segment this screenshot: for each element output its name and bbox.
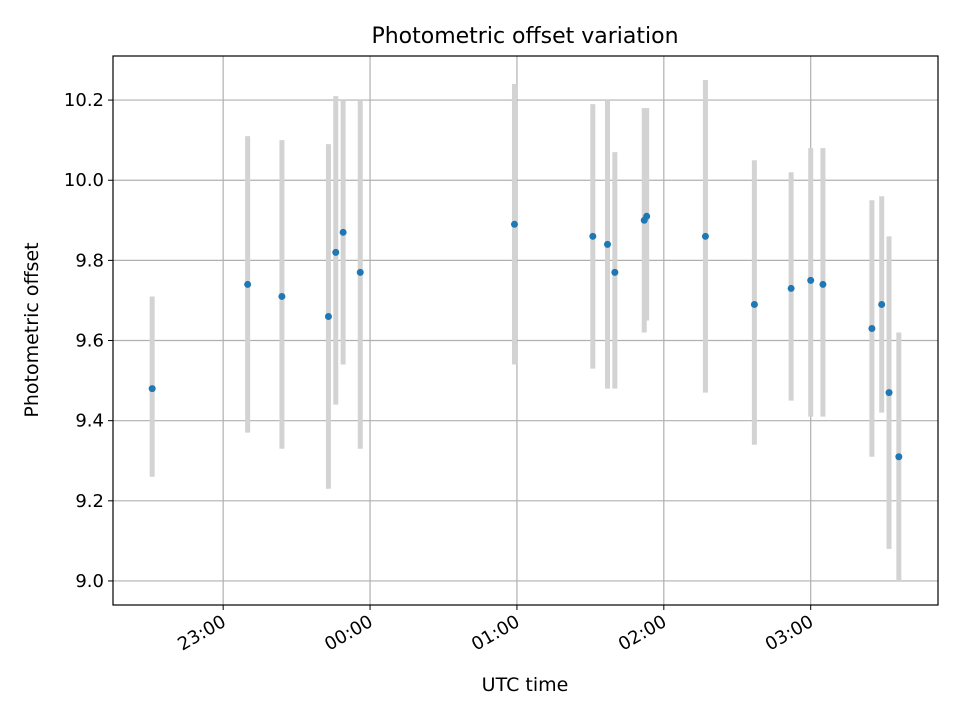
data-point [510, 220, 518, 228]
chart-title: Photometric offset variation [371, 24, 678, 49]
data-point [701, 232, 709, 240]
data-point [819, 280, 827, 288]
y-tick-label: 9.2 [75, 491, 104, 512]
plot-frame [112, 55, 939, 606]
y-axis-label: Photometric offset [21, 242, 43, 417]
data-point [868, 324, 876, 332]
data-point [244, 280, 252, 288]
y-tick-label: 9.0 [75, 571, 104, 592]
y-tick-label: 9.4 [75, 411, 104, 432]
data-points [148, 212, 903, 461]
data-point [895, 453, 903, 461]
y-axis-ticks: 9.0 9.2 9.4 9.6 9.8 10.0 10.2 [64, 90, 113, 592]
data-point [643, 212, 651, 220]
y-tick-label: 9.8 [75, 250, 104, 271]
data-point [604, 240, 612, 248]
data-point [611, 268, 619, 276]
data-point [787, 284, 795, 292]
y-tick-label: 10.2 [64, 90, 104, 111]
data-point [332, 248, 340, 256]
data-point [878, 300, 886, 308]
data-point [885, 389, 893, 397]
y-tick-label: 10.0 [64, 170, 104, 191]
data-point [339, 228, 347, 236]
x-axis-label: UTC time [482, 674, 569, 696]
data-point [278, 292, 286, 300]
data-point [807, 276, 815, 284]
data-point [750, 300, 758, 308]
y-tick-label: 9.6 [75, 331, 104, 352]
data-point [589, 232, 597, 240]
data-point [356, 268, 364, 276]
data-point [324, 312, 332, 320]
data-point [148, 385, 156, 393]
